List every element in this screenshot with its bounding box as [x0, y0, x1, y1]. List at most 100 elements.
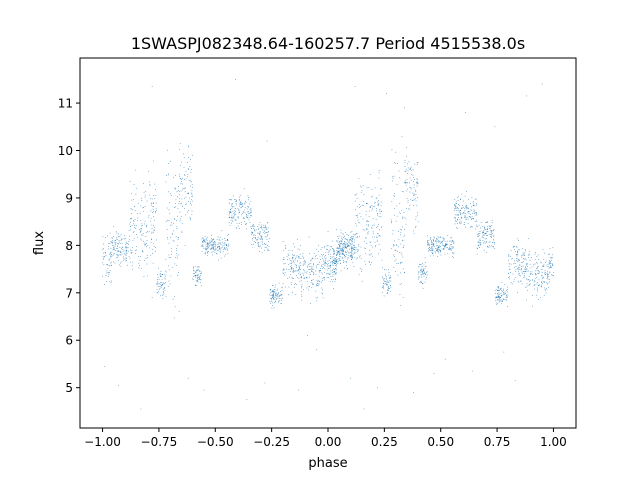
data-point [543, 258, 545, 260]
data-point [204, 240, 206, 241]
data-point [145, 258, 147, 259]
data-point [384, 281, 386, 282]
data-point [319, 271, 320, 273]
data-point [298, 268, 300, 270]
data-point [247, 199, 249, 201]
data-point [199, 282, 201, 283]
data-point [378, 194, 380, 196]
data-point [260, 226, 262, 227]
data-point [312, 283, 314, 285]
data-point [155, 207, 157, 209]
data-point [260, 238, 262, 240]
data-point [437, 246, 439, 247]
data-point [488, 233, 490, 235]
data-point [351, 257, 353, 258]
data-point [168, 280, 170, 282]
data-point [495, 297, 497, 299]
data-point [347, 245, 349, 247]
data-point [356, 193, 358, 195]
data-point [287, 253, 289, 255]
data-point [344, 241, 346, 243]
data-point [213, 244, 215, 246]
data-point [431, 242, 432, 243]
data-point [359, 213, 361, 214]
data-point [342, 245, 344, 247]
data-point [351, 255, 352, 257]
data-point [344, 267, 345, 269]
data-point [299, 268, 301, 270]
data-point [167, 149, 168, 151]
data-point [318, 244, 319, 246]
data-point [161, 285, 162, 287]
data-point [289, 260, 291, 261]
data-point [146, 246, 147, 248]
data-point [291, 278, 293, 279]
data-point [386, 278, 387, 280]
data-point [514, 249, 516, 250]
data-point [500, 299, 502, 301]
data-point [178, 185, 179, 187]
data-point [392, 176, 393, 178]
data-point [436, 241, 438, 242]
data-point [339, 253, 341, 255]
data-point [258, 232, 260, 234]
data-point [309, 276, 310, 278]
data-point [413, 181, 415, 182]
data-point [224, 240, 226, 242]
data-point [240, 207, 242, 209]
data-point [114, 253, 115, 254]
data-point [207, 236, 208, 238]
data-point [205, 249, 207, 251]
data-point [102, 236, 104, 237]
data-point [376, 197, 378, 199]
data-point [321, 264, 323, 266]
data-point [295, 275, 297, 276]
data-point [387, 280, 389, 282]
data-point [216, 244, 218, 246]
data-point [359, 207, 360, 208]
data-point [335, 278, 336, 280]
data-point [340, 250, 341, 251]
data-point [341, 247, 343, 248]
data-point [198, 269, 199, 271]
data-point [272, 294, 273, 296]
data-point [239, 199, 240, 201]
data-point [530, 273, 531, 274]
data-point [402, 256, 404, 258]
data-point [225, 244, 227, 245]
data-point [250, 201, 252, 202]
data-point [517, 268, 519, 269]
data-point [340, 243, 341, 245]
data-point [545, 288, 547, 290]
data-point [473, 217, 474, 219]
data-point [184, 191, 186, 193]
data-point [353, 235, 355, 237]
data-point [340, 229, 342, 231]
data-point [190, 203, 191, 204]
data-point [254, 230, 256, 232]
data-point [497, 303, 499, 304]
data-point [501, 282, 503, 283]
data-point [223, 237, 225, 239]
data-point [268, 245, 270, 247]
data-point [134, 225, 135, 226]
data-point [407, 167, 409, 169]
data-point [166, 221, 167, 222]
data-point [426, 235, 428, 237]
data-point [265, 243, 267, 245]
data-point [125, 237, 126, 239]
data-point [241, 206, 242, 208]
data-point [308, 236, 310, 238]
data-point [543, 294, 545, 296]
data-point [517, 252, 518, 253]
data-point [430, 237, 431, 238]
data-point [497, 287, 499, 288]
data-point [131, 218, 132, 219]
data-point [252, 232, 253, 234]
data-point [444, 245, 445, 247]
data-point [109, 253, 111, 254]
data-point [364, 260, 366, 262]
data-point [340, 262, 342, 264]
data-point [311, 259, 312, 261]
data-point [373, 233, 375, 235]
